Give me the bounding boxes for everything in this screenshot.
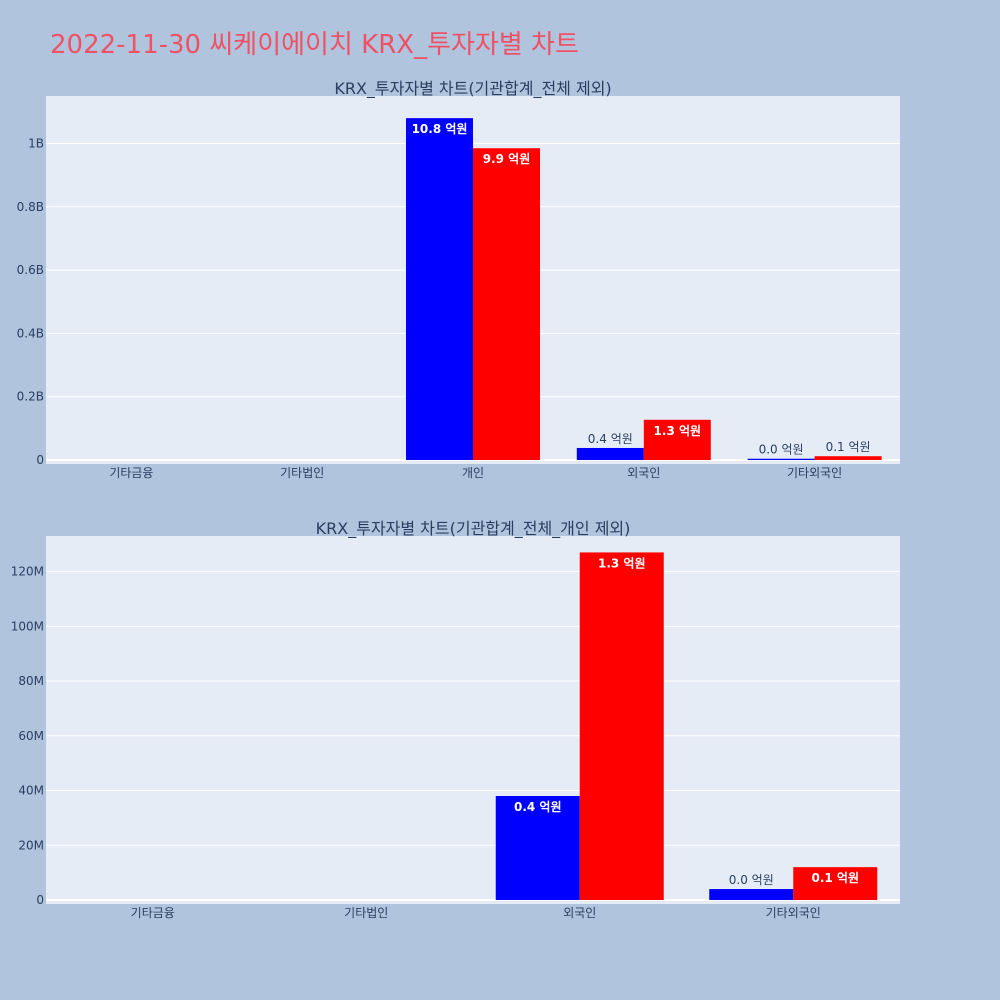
bar-red	[814, 456, 882, 460]
x-tick-label: 기타법인	[280, 466, 324, 480]
y-tick-label: 1B	[28, 136, 44, 150]
bar-data-label: 1.3 억원	[654, 424, 702, 438]
y-tick-label: 100M	[11, 619, 44, 633]
x-tick-label: 기타외국인	[787, 466, 842, 480]
bar-data-label: 10.8 억원	[412, 122, 468, 136]
y-tick-label: 60M	[18, 729, 44, 743]
bar-blue	[495, 796, 580, 900]
x-tick-label: 기타외국인	[766, 906, 821, 920]
bar-blue	[576, 447, 644, 460]
x-tick-label: 외국인	[563, 906, 596, 920]
bar-data-label: 0.1 억원	[826, 440, 871, 454]
bar-blue	[406, 118, 473, 460]
y-tick-label: 20M	[18, 838, 44, 852]
x-tick-label: 기타금융	[131, 906, 175, 920]
bar-data-label: 9.9 억원	[483, 152, 531, 166]
bar-red	[643, 419, 711, 460]
chart-title-2: KRX_투자자별 차트(기관합계_전체_개인 제외)	[316, 519, 631, 539]
y-tick-label: 0	[36, 893, 44, 907]
page-title: 2022-11-30 씨케이에이치 KRX_투자자별 차트	[50, 30, 579, 60]
y-tick-label: 0	[36, 453, 44, 467]
plot-area-2	[46, 536, 900, 904]
x-tick-label: 기타금융	[109, 466, 153, 480]
bar-red	[793, 867, 878, 900]
y-tick-label: 0.2B	[17, 390, 44, 404]
y-tick-label: 120M	[11, 565, 44, 579]
bar-blue	[747, 458, 815, 460]
bar-red	[473, 148, 540, 461]
y-tick-label: 40M	[18, 784, 44, 798]
x-tick-label: 외국인	[627, 466, 660, 480]
y-tick-label: 0.4B	[17, 326, 44, 340]
y-tick-label: 0.6B	[17, 263, 44, 277]
bar-data-label: 0.4 억원	[514, 800, 562, 814]
x-tick-label: 기타법인	[344, 906, 388, 920]
y-tick-label: 80M	[18, 674, 44, 688]
bar-data-label: 0.0 억원	[759, 443, 804, 457]
chart-title-1: KRX_투자자별 차트(기관합계_전체 제외)	[334, 79, 611, 99]
bar-data-label: 0.0 억원	[729, 873, 774, 887]
bar-data-label: 0.1 억원	[811, 871, 859, 885]
bar-data-label: 0.4 억원	[588, 432, 633, 446]
x-tick-label: 개인	[462, 466, 484, 480]
bar-data-label: 1.3 억원	[598, 556, 646, 570]
bar-red	[579, 552, 664, 900]
y-tick-label: 0.8B	[17, 200, 44, 214]
bar-blue	[709, 889, 794, 900]
